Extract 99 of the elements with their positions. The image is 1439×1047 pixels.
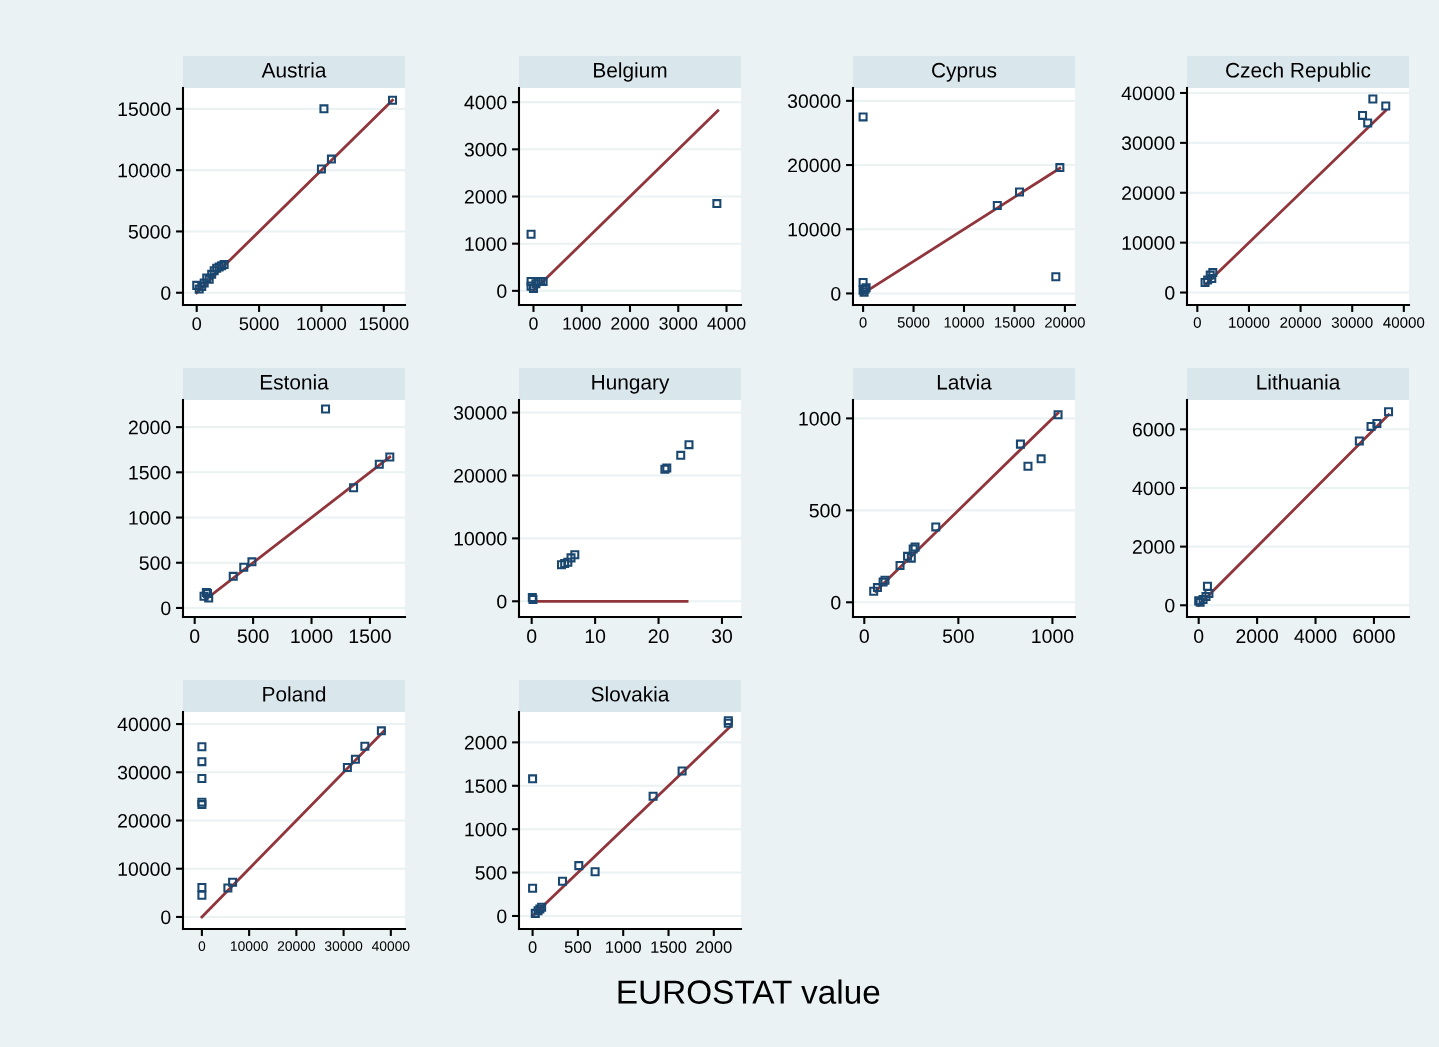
y-tick-label: 0 <box>1165 598 1175 613</box>
y-tick-label: 30000 <box>787 94 841 109</box>
chart-title: Lithuania <box>1257 374 1341 390</box>
chart-title: Hungary <box>592 375 670 394</box>
chart-title: Latvia <box>937 374 992 390</box>
y-tick-label: 0 <box>497 909 507 924</box>
x-tick-label: 0 <box>529 317 538 330</box>
x-tick-label: 500 <box>564 941 592 953</box>
y-tick-label: 0 <box>161 601 171 616</box>
x-tick-label: 10000 <box>297 317 347 331</box>
x-tick-label: 0 <box>859 317 867 328</box>
x-tick-label: 40000 <box>371 941 410 951</box>
x-tick-label: 20 <box>648 629 669 644</box>
x-tick-label: 0 <box>527 629 537 644</box>
chart-title: Poland <box>263 686 326 702</box>
x-tick-label: 1000 <box>563 317 601 330</box>
y-tick-label: 1500 <box>465 779 507 794</box>
x-tick-label: 1500 <box>349 629 391 644</box>
y-tick-label: 2000 <box>128 420 171 435</box>
y-tick-label: 2000 <box>1132 540 1175 554</box>
x-tick-label: 1000 <box>1032 629 1074 644</box>
x-tick-label: 10000 <box>1229 317 1270 328</box>
y-tick-label: 10000 <box>118 163 171 178</box>
x-tick-label: 3000 <box>659 317 698 330</box>
x-tick-label: 5000 <box>897 317 930 328</box>
x-tick-label: 4000 <box>707 317 746 330</box>
y-tick-label: 15000 <box>118 102 171 117</box>
y-tick-label: 1000 <box>465 237 507 251</box>
y-tick-label: 0 <box>161 286 171 300</box>
x-tick-label: 10000 <box>944 317 984 328</box>
y-tick-label: 10000 <box>454 531 507 546</box>
x-tick-label: 0 <box>190 629 200 644</box>
y-tick-label: 10000 <box>118 862 171 876</box>
y-tick-label: 10000 <box>788 222 841 237</box>
x-tick-label: 10000 <box>230 941 268 951</box>
chart-title: Slovakia <box>591 686 670 702</box>
chart-title: Czech Republic <box>1226 62 1371 82</box>
y-tick-label: 500 <box>475 866 507 880</box>
x-tick-label: 0 <box>198 941 206 951</box>
x-tick-label: 5000 <box>239 317 279 331</box>
y-tick-label: 30000 <box>453 406 507 420</box>
y-tick-label: 0 <box>497 284 507 299</box>
y-tick-label: 10000 <box>1122 236 1175 250</box>
x-tick-label: 30000 <box>324 941 363 951</box>
y-tick-label: 20000 <box>454 468 507 483</box>
x-tick-label: 1500 <box>651 941 687 953</box>
chart-title: Cyprus <box>932 62 997 82</box>
x-tick-label: 6000 <box>1353 629 1395 644</box>
x-tick-label: 15000 <box>359 317 409 331</box>
y-tick-label: 4000 <box>464 95 507 110</box>
x-tick-label: 10 <box>585 629 606 644</box>
x-tick-label: 1000 <box>606 941 641 953</box>
y-tick-label: 6000 <box>1132 422 1175 437</box>
x-tick-label: 500 <box>237 629 269 644</box>
chart-title: Estonia <box>260 374 329 390</box>
x-tick-label: 15000 <box>995 317 1035 328</box>
y-tick-label: 500 <box>139 556 171 570</box>
y-tick-label: 30000 <box>1121 136 1175 151</box>
y-tick-label: 1000 <box>465 822 507 837</box>
x-tick-label: 1000 <box>291 629 333 644</box>
y-tick-label: 30000 <box>117 765 171 780</box>
x-tick-label: 0 <box>1194 629 1204 644</box>
y-tick-label: 2000 <box>464 189 507 204</box>
x-tick-label: 30 <box>711 629 733 644</box>
y-tick-label: 20000 <box>118 813 171 828</box>
y-tick-label: 20000 <box>788 158 841 173</box>
y-tick-label: 0 <box>161 910 171 925</box>
y-tick-label: 40000 <box>1121 86 1175 101</box>
y-tick-label: 20000 <box>1122 186 1175 200</box>
x-tick-label: 20000 <box>1045 317 1085 328</box>
x-tick-label: 4000 <box>1294 629 1337 644</box>
x-tick-label: 20000 <box>1280 317 1321 328</box>
x-tick-label: 20000 <box>277 941 316 951</box>
y-tick-label: 1000 <box>799 411 841 426</box>
y-tick-label: 1500 <box>129 465 171 480</box>
x-tick-label: 2000 <box>1236 629 1278 644</box>
x-tick-label: 30000 <box>1331 317 1373 328</box>
chart-title: Austria <box>261 62 327 78</box>
y-tick-label: 3000 <box>464 142 507 157</box>
x-tick-label: 0 <box>192 317 202 331</box>
text: EUROSTAT value <box>618 979 880 1004</box>
x-tick-label: 2000 <box>696 941 732 953</box>
y-tick-label: 1000 <box>129 511 171 525</box>
x-tick-label: 0 <box>1193 317 1201 328</box>
y-tick-label: 0 <box>831 286 841 301</box>
y-tick-label: 4000 <box>1132 481 1175 496</box>
y-tick-label: 40000 <box>117 717 171 732</box>
y-tick-label: 0 <box>1165 286 1175 300</box>
x-tick-label: 2000 <box>611 317 649 330</box>
x-tick-label: 0 <box>528 941 537 953</box>
y-tick-label: 0 <box>497 594 507 609</box>
x-tick-label: 40000 <box>1383 317 1425 328</box>
chart-title: Belgium <box>594 62 667 82</box>
y-tick-label: 2000 <box>464 735 507 750</box>
y-tick-label: 5000 <box>128 224 171 239</box>
x-tick-label: 0 <box>859 629 869 644</box>
y-tick-label: 500 <box>809 503 841 518</box>
x-tick-label: 500 <box>942 629 974 644</box>
y-tick-label: 0 <box>831 595 841 610</box>
